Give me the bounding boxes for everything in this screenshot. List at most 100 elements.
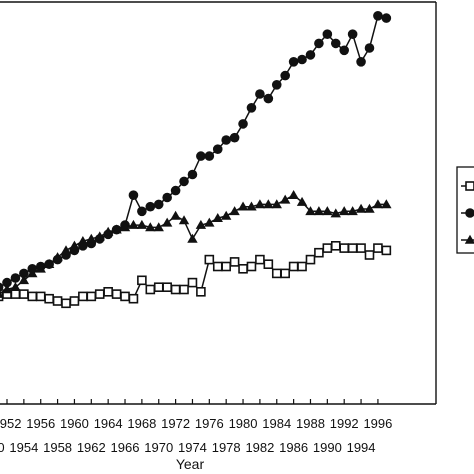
data-point	[162, 282, 172, 293]
legend-marker-square	[465, 181, 474, 191]
data-point	[221, 135, 231, 145]
data-point	[280, 268, 290, 279]
data-point	[373, 11, 383, 21]
data-point	[195, 219, 207, 229]
data-point	[381, 13, 392, 23]
legend-marker-triangle	[464, 234, 474, 244]
data-point	[305, 206, 316, 216]
data-point	[305, 254, 316, 265]
data-point	[86, 291, 97, 302]
data-point	[111, 224, 122, 234]
x-lower-tick-label: 1994	[347, 440, 376, 455]
data-point	[153, 282, 164, 293]
data-point	[339, 243, 350, 253]
data-point	[212, 144, 223, 154]
data-point	[60, 245, 72, 255]
data-point	[19, 289, 29, 299]
data-point	[94, 231, 105, 241]
data-point	[271, 268, 282, 279]
x-upper-tick-label: 1976	[195, 416, 224, 431]
x-lower-tick-label: 1966	[111, 440, 140, 455]
x-upper-tick-label: 1988	[296, 416, 325, 431]
data-point	[161, 217, 173, 227]
data-point	[246, 103, 257, 113]
x-upper-tick-label: 1992	[330, 416, 359, 431]
x-upper-tick-label: 1956	[26, 416, 55, 431]
data-point	[77, 236, 89, 245]
data-point	[1, 284, 13, 294]
data-point	[86, 233, 97, 243]
data-point	[145, 222, 156, 232]
data-point	[221, 261, 231, 272]
data-point	[145, 284, 156, 295]
x-upper-tick-label: 1952	[0, 416, 21, 431]
data-point	[27, 268, 38, 278]
data-point	[78, 291, 88, 302]
data-point	[364, 250, 375, 260]
x-lower-tick-label: 1970	[144, 440, 173, 455]
data-point	[178, 215, 190, 225]
x-lower-tick-label: 1954	[9, 440, 38, 455]
series-square	[0, 241, 392, 309]
data-point	[179, 176, 189, 187]
data-point	[254, 199, 266, 209]
data-point	[170, 284, 181, 295]
data-point	[52, 252, 63, 262]
data-point	[19, 268, 29, 279]
data-point	[238, 263, 248, 274]
data-point	[297, 261, 307, 272]
data-point	[288, 190, 299, 199]
data-point	[187, 277, 198, 288]
data-point	[330, 208, 341, 218]
data-point	[263, 199, 274, 209]
data-point	[120, 291, 130, 302]
data-point	[220, 210, 232, 220]
x-upper-tick-label: 1996	[363, 416, 392, 431]
data-point	[170, 185, 181, 196]
x-axis-title: Year	[176, 456, 205, 472]
x-upper-tick-label: 1960	[60, 416, 89, 431]
data-point	[314, 38, 324, 49]
data-point	[43, 259, 55, 268]
data-point	[288, 261, 299, 272]
data-point	[35, 263, 46, 273]
data-point	[381, 199, 392, 209]
x-lower-tick-label: 1986	[279, 440, 308, 455]
data-point	[10, 273, 21, 283]
x-upper-tick-label: 1972	[161, 416, 190, 431]
x-upper-tick-label: 1980	[229, 416, 258, 431]
data-point	[246, 201, 257, 211]
data-point	[347, 206, 358, 216]
x-lower-tick-label: 1974	[178, 440, 207, 455]
x-lower-tick-label: 1958	[43, 440, 72, 455]
data-point	[204, 254, 215, 265]
data-point	[0, 291, 4, 298]
data-point	[347, 243, 358, 253]
data-point	[372, 199, 384, 209]
data-point	[35, 291, 46, 302]
data-point	[137, 275, 147, 286]
data-point	[246, 261, 257, 272]
x-upper-tick-label: 1964	[94, 416, 123, 431]
data-point	[69, 240, 80, 250]
data-point	[322, 29, 333, 39]
series-triangle	[0, 190, 392, 298]
data-point	[136, 219, 148, 229]
data-point	[102, 226, 114, 236]
data-point	[103, 286, 113, 297]
x-lower-tick-label: 1950	[0, 440, 5, 455]
data-point	[255, 89, 265, 99]
x-upper-tick-label: 1984	[262, 416, 291, 431]
data-point	[128, 219, 139, 229]
data-point	[69, 296, 80, 306]
data-point	[44, 293, 54, 304]
data-point	[119, 222, 131, 232]
data-point	[212, 261, 223, 272]
data-point	[153, 222, 164, 232]
data-point	[128, 293, 139, 304]
x-lower-tick-label: 1990	[313, 440, 342, 455]
data-point	[255, 254, 265, 265]
data-point	[196, 286, 206, 297]
x-upper-tick-label: 1968	[127, 416, 156, 431]
data-point	[280, 70, 290, 81]
